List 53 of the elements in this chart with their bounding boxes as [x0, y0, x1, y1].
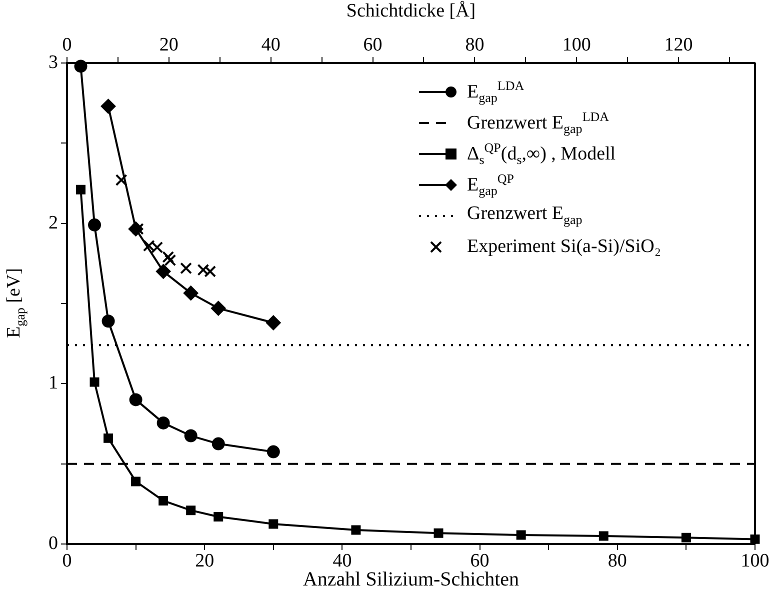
point: [142, 240, 155, 252]
y-tick-label: 1: [48, 372, 58, 394]
point: [129, 393, 142, 406]
x2-axis-title: Schichtdicke [Å]: [346, 0, 476, 22]
point: [266, 315, 281, 330]
y-tick-label: 0: [48, 532, 58, 554]
x2-tick-label: 20: [159, 34, 178, 56]
point: [184, 429, 198, 442]
x2-tick-label: 100: [562, 34, 591, 56]
point: [162, 251, 174, 263]
point: [210, 300, 226, 316]
point: [104, 433, 114, 443]
point: [351, 525, 361, 535]
point: [115, 174, 128, 186]
point: [164, 254, 176, 266]
point: [214, 512, 224, 522]
y-tick-label: 2: [48, 212, 58, 234]
point: [681, 532, 691, 542]
legend-label: Δ$_{s}$$^{QP}$(d$_{s}$,∞) , Modell: [467, 140, 616, 167]
legend-label: Experiment Si(a-Si)/SiO₂: [467, 236, 661, 257]
point: [88, 218, 102, 232]
point: [180, 262, 192, 274]
x-tick-label: 100: [740, 550, 770, 572]
point: [102, 314, 115, 328]
point: [183, 286, 198, 301]
point: [156, 416, 170, 430]
legend-label: Grenzwert E$_{gap}$: [467, 203, 582, 228]
x2-tick-label: 40: [261, 34, 280, 56]
point: [516, 530, 526, 540]
point: [156, 264, 171, 279]
x2-tick-label: 60: [363, 34, 382, 56]
point: [598, 531, 608, 541]
x2-tick-label: 0: [62, 34, 72, 56]
point: [158, 496, 168, 506]
point: [90, 377, 100, 387]
point: [434, 528, 444, 538]
point: [268, 519, 278, 529]
point: [74, 60, 88, 73]
x-tick-label: 80: [608, 550, 627, 572]
point: [204, 265, 216, 278]
point: [131, 476, 141, 486]
point: [100, 98, 116, 114]
point: [266, 445, 280, 458]
x2-tick-label: 120: [664, 34, 693, 56]
y-tick-label: 3: [48, 52, 58, 73]
x-tick-label: 0: [62, 550, 72, 572]
point: [197, 264, 210, 276]
point: [212, 437, 225, 450]
point: [151, 241, 164, 254]
point: [186, 506, 196, 516]
point: [76, 184, 86, 194]
x2-tick-label: 80: [465, 34, 484, 56]
x-tick-label: 20: [195, 550, 214, 572]
